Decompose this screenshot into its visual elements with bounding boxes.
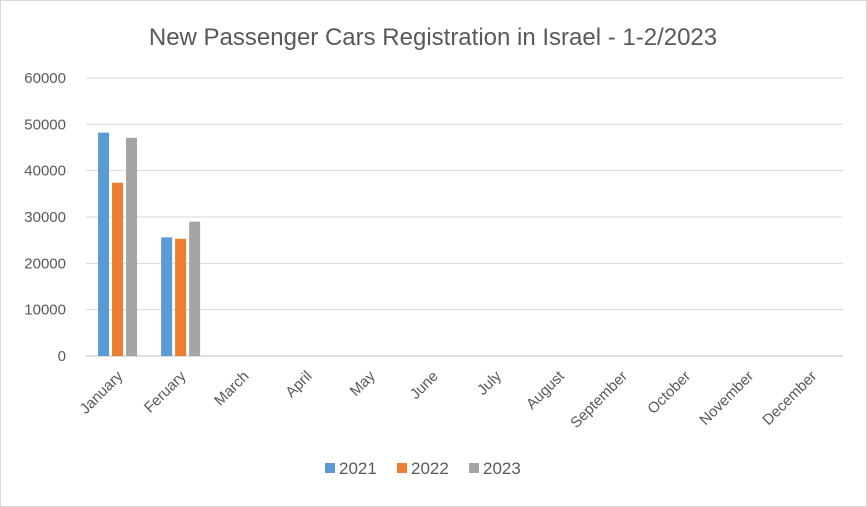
legend-label-2021: 2021	[339, 459, 377, 478]
x-tick-label: May	[347, 367, 379, 399]
legend-swatch-2023	[469, 463, 479, 473]
legend-label-2022: 2022	[411, 459, 449, 478]
y-tick-label: 0	[58, 348, 66, 365]
bar-2021-feruary	[161, 237, 173, 356]
x-tick-label: December	[759, 368, 820, 429]
bar-2023-feruary	[189, 221, 201, 356]
y-tick-label: 20000	[24, 255, 66, 272]
x-tick-label: November	[696, 368, 757, 429]
legend-label-2023: 2023	[483, 459, 521, 478]
y-tick-label: 60000	[24, 70, 66, 87]
y-tick-label: 30000	[24, 209, 66, 226]
chart-title: New Passenger Cars Registration in Israe…	[149, 24, 717, 51]
x-tick-label: July	[474, 367, 505, 398]
y-tick-label: 40000	[24, 163, 66, 180]
x-tick-label: March	[211, 368, 252, 409]
bar-2021-january	[98, 132, 110, 356]
legend-swatch-2022	[397, 463, 407, 473]
x-tick-label: August	[523, 367, 569, 413]
x-tick-label: April	[282, 368, 315, 401]
y-axis: 0 10000 20000 30000 40000 50000 60000	[24, 70, 66, 365]
x-tick-label: January	[77, 367, 127, 417]
x-tick-label: June	[407, 368, 442, 403]
bars	[98, 132, 201, 356]
x-tick-label: October	[644, 368, 694, 418]
y-tick-label: 10000	[24, 302, 66, 319]
legend: 2021 2022 2023	[325, 459, 521, 478]
bar-2023-january	[126, 137, 138, 356]
legend-swatch-2021	[325, 463, 335, 473]
x-axis: January Feruary March April May June July Augus…	[77, 367, 821, 431]
x-tick-label: Feruary	[141, 367, 190, 416]
bar-2022-feruary	[175, 238, 187, 356]
y-tick-label: 50000	[24, 116, 66, 133]
bar-2022-january	[112, 182, 124, 356]
x-tick-label: September	[567, 368, 631, 432]
gridlines	[86, 77, 843, 357]
